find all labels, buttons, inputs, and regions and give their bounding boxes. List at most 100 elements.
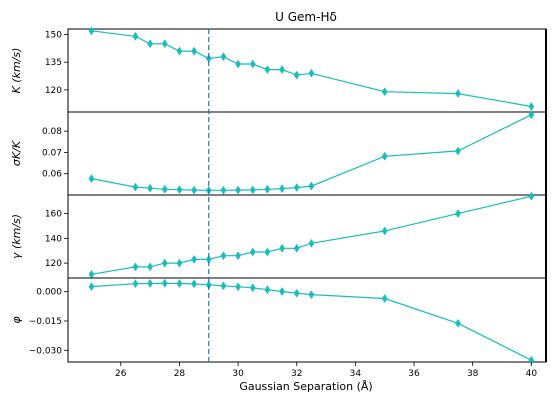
x-axis-label: Gaussian Separation (Å) [239, 380, 372, 393]
panel-4-frame [67, 277, 547, 363]
data-point [264, 285, 271, 295]
data-point [308, 181, 315, 191]
data-point [176, 46, 183, 56]
data-point [161, 184, 168, 194]
data-point [191, 254, 197, 264]
y-axis-label: γ (km/s) [10, 214, 23, 259]
data-point [381, 87, 388, 97]
data-point [191, 46, 197, 56]
x-tick-label: 36 [408, 369, 420, 379]
y-tick-label: 140 [45, 234, 62, 244]
data-point [293, 70, 300, 80]
data-point [235, 59, 241, 69]
data-point [220, 52, 227, 62]
data-point [88, 26, 95, 36]
data-point [308, 68, 315, 78]
series-line [91, 195, 532, 275]
data-point [264, 247, 271, 257]
data-point [132, 279, 139, 289]
x-tick-label: 30 [232, 369, 244, 379]
data-point [191, 279, 197, 289]
data-point [147, 262, 154, 272]
data-point [161, 258, 168, 268]
data-point [455, 209, 461, 219]
panel-4: 0.000 −0.015 −0.030 φ [10, 277, 547, 365]
data-point [88, 282, 95, 292]
x-tick-label: 38 [467, 369, 479, 379]
data-point [235, 185, 241, 195]
panel-2: 0.06 0.07 0.08 σK/K [10, 110, 547, 196]
y-tick-label: 0.08 [42, 127, 62, 137]
data-point [161, 39, 168, 49]
data-point [132, 262, 139, 272]
chart-title: U Gem-Hδ [275, 10, 337, 24]
data-point [308, 290, 315, 300]
data-point [279, 287, 285, 296]
y-tick-label: 0.06 [42, 170, 62, 180]
data-point [293, 243, 300, 253]
data-point [220, 185, 227, 195]
y-tick-label: 120 [45, 259, 62, 269]
x-tick-label: 26 [115, 369, 127, 379]
data-point [176, 279, 183, 288]
data-point [88, 174, 95, 184]
data-point [528, 110, 535, 120]
data-point [176, 258, 183, 268]
y-tick-label: −0.030 [29, 346, 63, 356]
data-point [264, 184, 271, 194]
data-point [147, 183, 154, 193]
data-point [132, 31, 139, 41]
y-tick-label: 0.000 [36, 288, 62, 298]
series-line [91, 114, 532, 191]
y-tick-label: 0.07 [42, 148, 62, 158]
data-point [293, 288, 300, 298]
data-point [161, 278, 168, 288]
data-point [279, 243, 285, 253]
series-line [91, 30, 532, 108]
data-point [220, 281, 227, 291]
y-axis-label: φ [10, 316, 23, 324]
y-tick-label: −0.015 [29, 317, 62, 327]
panel-3-frame [67, 194, 547, 279]
data-point [381, 226, 388, 236]
data-point [455, 89, 461, 99]
x-tick-label: 34 [350, 369, 362, 379]
data-point [176, 185, 183, 195]
data-point [279, 184, 285, 194]
y-axis-label: σK/K [10, 140, 23, 166]
data-point [147, 279, 154, 288]
x-tick-label: 28 [174, 369, 186, 379]
x-tick-label: 32 [291, 369, 302, 379]
data-point [249, 185, 256, 195]
data-point [455, 146, 461, 156]
panel-2-frame [67, 111, 547, 196]
data-point [235, 282, 241, 292]
y-tick-label: 120 [45, 86, 62, 96]
data-point [249, 283, 256, 293]
x-tick-label: 40 [526, 369, 538, 379]
data-point [191, 185, 197, 195]
panel-1-frame [67, 28, 547, 113]
data-point [381, 294, 388, 303]
data-point [220, 251, 227, 261]
data-point [528, 191, 535, 201]
y-axis-label: K (km/s) [10, 48, 23, 94]
panel-3: 120 140 160 γ (km/s) [10, 191, 547, 279]
data-point [249, 59, 256, 69]
data-point [147, 39, 154, 49]
data-point [279, 65, 285, 75]
data-point [528, 102, 535, 111]
panel-1: 120 135 150 K (km/s) [10, 26, 547, 113]
data-point [235, 251, 241, 261]
y-tick-label: 135 [45, 58, 62, 68]
data-point [293, 183, 300, 193]
data-point [455, 318, 461, 328]
data-point [381, 151, 388, 161]
data-point [132, 182, 139, 192]
data-point [308, 238, 315, 248]
y-tick-label: 160 [45, 210, 62, 220]
data-point [249, 247, 256, 257]
y-tick-label: 150 [45, 31, 62, 41]
